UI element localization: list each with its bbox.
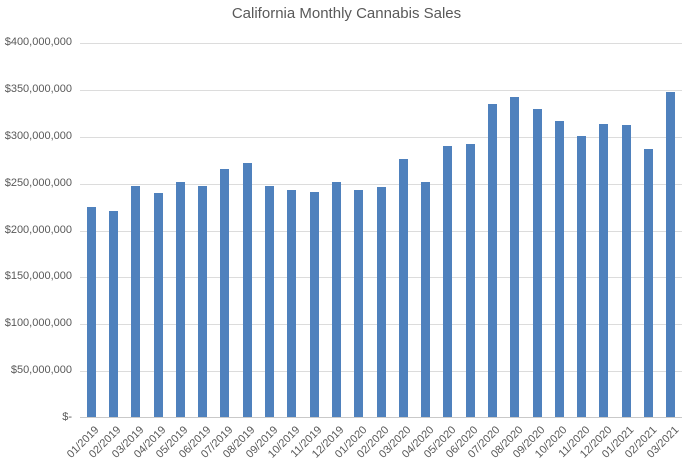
bar <box>309 192 319 418</box>
bar <box>510 97 520 418</box>
bar <box>443 146 453 418</box>
bar <box>198 185 208 418</box>
bar <box>599 123 609 418</box>
y-tick-label: $400,000,000 <box>4 36 72 48</box>
y-tick-label: $350,000,000 <box>4 82 72 95</box>
bar <box>421 181 431 418</box>
gridline <box>80 43 682 44</box>
bar <box>220 168 230 418</box>
bar <box>108 210 118 418</box>
y-tick-label: $250,000,000 <box>4 176 72 189</box>
bar <box>554 120 564 418</box>
chart-title: California Monthly Cannabis Sales <box>231 5 462 22</box>
bar <box>376 187 386 418</box>
y-tick-label: $150,000,000 <box>4 270 72 283</box>
bar <box>354 190 364 418</box>
gridline <box>80 136 682 138</box>
plot-area <box>80 43 682 418</box>
bar <box>153 193 163 418</box>
y-tick-label: $200,000,000 <box>4 223 72 236</box>
bar <box>265 185 275 418</box>
bar <box>644 148 654 418</box>
y-tick-label: $50,000,000 <box>10 364 72 377</box>
bar <box>131 185 141 418</box>
bar <box>287 190 297 418</box>
gridline <box>80 89 682 91</box>
bar <box>242 163 252 418</box>
gridline <box>80 183 682 185</box>
y-tick-label: $300,000,000 <box>4 129 72 142</box>
y-tick-label: $- <box>62 411 72 423</box>
bar <box>86 207 96 418</box>
x-axis-line <box>80 417 682 418</box>
bar <box>175 181 185 418</box>
bar <box>577 135 587 418</box>
bar <box>666 91 676 418</box>
bar <box>465 144 475 418</box>
bar <box>398 159 408 418</box>
bar <box>532 108 542 418</box>
y-tick-label: $100,000,000 <box>4 317 72 330</box>
bar <box>621 124 631 418</box>
bar <box>487 103 497 418</box>
bar <box>331 181 341 418</box>
